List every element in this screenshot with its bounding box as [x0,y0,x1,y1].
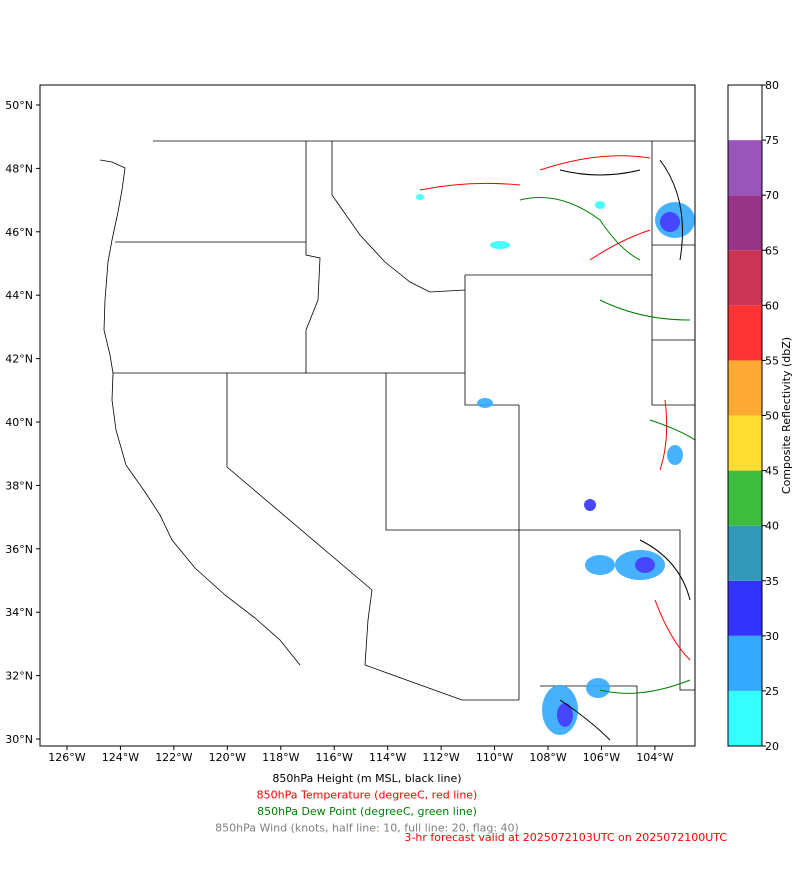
colorbar-tick-label: 60 [765,299,779,312]
colorbar-bin [728,85,762,141]
x-tick-label: 110°W [476,751,513,764]
colorbar-tick-label: 35 [765,575,779,588]
y-tick-label: 34°N [5,606,33,619]
x-tick-label: 120°W [209,751,246,764]
colorbar-label: Composite Reflectivity (dbZ) [780,337,793,494]
captions: 850hPa Height (m MSL, black line) 850hPa … [215,772,727,844]
colorbar-bin [728,635,762,691]
x-tick-label: 116°W [316,751,353,764]
colorbar-bin [728,525,762,581]
x-tick-label: 104°W [636,751,673,764]
colorbar-tick-label: 80 [765,79,779,92]
y-tick-label: 42°N [5,353,33,366]
caption: 850hPa Height (m MSL, black line) [272,772,461,785]
y-tick-label: 30°N [5,733,33,746]
colorbar-bin [728,690,762,746]
y-tick-label: 50°N [5,99,33,112]
colorbar-tick-label: 45 [765,465,779,478]
y-tick-label: 36°N [5,543,33,556]
y-tick-label: 48°N [5,162,33,175]
colorbar-tick-label: 30 [765,630,779,643]
y-tick-label: 32°N [5,670,33,683]
state-borders [113,141,695,746]
colorbar-bin [728,250,762,306]
x-tick-label: 108°W [529,751,566,764]
colorbar-tick-label: 40 [765,520,779,533]
map-frame [39,84,696,747]
contours [419,155,696,741]
x-tick-label: 118°W [262,751,299,764]
colorbar-bin [728,140,762,196]
colorbar: 20 25 30 35 40 45 50 55 60 65 70 75 80 Composite Refl… [727,79,793,753]
caption: 850hPa Dew Point (degreeC, green line) [257,805,477,818]
coastline [99,159,301,666]
colorbar-tick-label: 65 [765,244,779,257]
footnote: 3-hr forecast valid at 2025072103UTC on … [404,831,727,844]
colorbar-tick-label: 50 [765,410,779,423]
y-tick-label: 46°N [5,226,33,239]
y-tick-label: 40°N [5,416,33,429]
x-tick-label: 124°W [102,751,139,764]
colorbar-bin [728,470,762,526]
x-tick-label: 126°W [48,751,85,764]
x-tick-label: 122°W [155,751,192,764]
colorbar-bin [728,580,762,636]
x-tick-label: 112°W [422,751,459,764]
colorbar-bin [728,360,762,416]
reflectivity [416,194,695,735]
colorbar-tick-label: 55 [765,354,779,367]
y-tick-label: 44°N [5,289,33,302]
x-tick-label: 114°W [369,751,406,764]
caption: 850hPa Wind (knots, half line: 10, full … [215,822,519,835]
colorbar-bin [728,195,762,251]
colorbar-tick-label: 25 [765,685,779,698]
y-tick-label: 38°N [5,479,33,492]
caption: 850hPa Temperature (degreeC, red line) [257,789,478,802]
map-content [39,84,696,747]
colorbar-bin [728,305,762,361]
colorbar-tick-label: 75 [765,134,779,147]
x-tick-label: 106°W [583,751,620,764]
colorbar-tick-label: 70 [765,189,779,202]
colorbar-tick-label: 20 [765,740,779,753]
axes: 126°W 124°W 122°W 120°W 118°W 116°W 114°W 112°W… [5,99,673,764]
colorbar-bin [728,415,762,471]
